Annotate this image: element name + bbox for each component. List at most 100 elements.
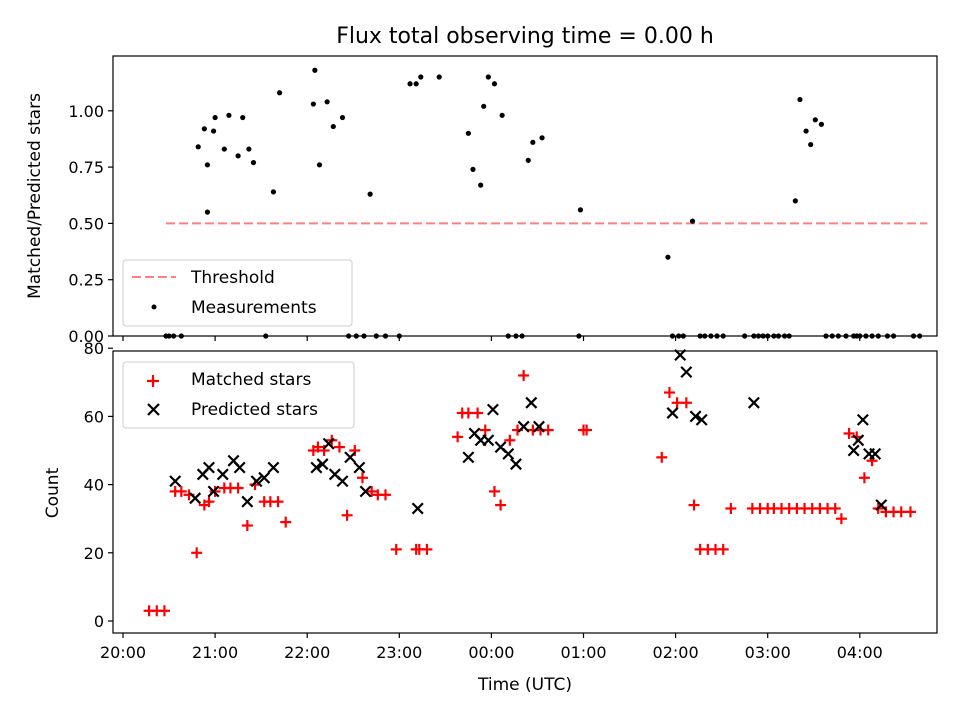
predicted-star-point	[695, 413, 708, 426]
measurement-point	[577, 207, 584, 213]
matched-star-point	[272, 496, 284, 508]
predicted-star-point	[525, 396, 538, 409]
bottom-xlabel: Time (UTC)	[477, 675, 572, 695]
bottom-panel: Count Time (UTC) 0 20 40 60 80 20:00 21:00 22:…	[43, 339, 938, 695]
predicted-star-point	[852, 434, 865, 447]
predicted-star-point	[250, 475, 263, 488]
predicted-star-point	[233, 461, 246, 474]
bottom-x-ticks: 20:00 21:00 22:00 23:00 00:00 01:00 02:00 03:00…	[100, 633, 883, 662]
measurement-point	[235, 153, 241, 159]
matched-star-point	[462, 407, 474, 419]
predicted-star-point	[322, 437, 335, 450]
top-legend: Threshold Measurements	[122, 259, 353, 327]
measurement-point	[312, 67, 318, 73]
bottom-x-tick-label: 23:00	[376, 643, 422, 662]
matched-legend-label: Matched stars	[191, 370, 311, 390]
top-ylabel: Matched/Predicted stars	[25, 93, 45, 299]
matched-star-point	[829, 502, 841, 514]
predicted-star-point	[680, 366, 693, 379]
predicted-star-point	[258, 471, 271, 484]
bottom-x-tick-label: 00:00	[468, 643, 514, 662]
bottom-y-tick-label: 60	[84, 407, 104, 426]
measurement-point	[270, 189, 277, 195]
matched-star-point	[203, 496, 215, 508]
predicted-star-point	[207, 485, 220, 498]
measurement-point	[491, 81, 498, 87]
measurement-point	[413, 81, 419, 87]
matched-star-point	[280, 516, 292, 528]
matched-star-point	[895, 506, 907, 518]
matched-star-point	[518, 369, 530, 381]
measurement-point	[481, 103, 487, 109]
measurement-point	[808, 141, 814, 148]
measurement-point	[367, 191, 373, 197]
top-title: Flux total observing time = 0.00 h	[336, 24, 714, 49]
predicted-star-point	[202, 461, 215, 474]
matched-star-point	[232, 482, 244, 494]
matched-star-point	[717, 543, 729, 555]
measurement-point	[407, 81, 413, 87]
measurement-point	[276, 90, 283, 96]
matched-star-point	[341, 509, 353, 521]
matched-star-point	[725, 502, 737, 514]
matched-star-point	[656, 451, 668, 463]
measurement-point	[465, 130, 471, 136]
top-panel: Flux total observing time = 0.00 h Match…	[25, 24, 938, 346]
predicted-star-point	[462, 451, 475, 464]
top-y-tick-label: 0.00	[68, 327, 104, 346]
matched-star-point	[904, 506, 916, 518]
bottom-plot-frame	[112, 350, 938, 634]
predicted-star-point	[169, 475, 182, 488]
measurement-point	[665, 254, 671, 260]
matched-star-point	[504, 434, 516, 446]
bottom-x-tick-label: 22:00	[284, 643, 330, 662]
measurement-point	[485, 74, 491, 80]
predicted-star-point	[310, 461, 323, 474]
measurement-point	[689, 218, 696, 224]
measurement-point	[436, 74, 442, 80]
bottom-y-tick-label: 0	[94, 612, 104, 631]
bottom-y-tick-label: 20	[84, 544, 104, 563]
matched-star-point	[241, 520, 253, 532]
predicted-star-point	[533, 420, 545, 433]
bottom-x-tick-label: 01:00	[560, 643, 606, 662]
predicted-star-point	[189, 492, 202, 505]
predicted-star-point	[486, 403, 499, 416]
measurement-point	[797, 96, 803, 103]
measurement-point	[204, 209, 211, 215]
predicted-star-point	[666, 407, 679, 419]
predicted-star-point	[344, 451, 357, 464]
measurement-point	[499, 112, 505, 118]
top-y-tick-label: 0.25	[68, 271, 104, 290]
predicted-star-point	[241, 495, 254, 508]
matched-star-point	[356, 472, 368, 484]
matched-star-point	[191, 547, 203, 559]
measurement-point	[210, 128, 217, 134]
bottom-x-tick-label: 21:00	[192, 643, 238, 662]
matched-star-point	[680, 397, 692, 409]
measurement-point	[240, 114, 246, 121]
measurement-point	[201, 126, 207, 132]
matched-star-point	[663, 387, 675, 399]
predicted-star-point	[267, 461, 280, 474]
measurement-point	[525, 157, 531, 163]
bottom-legend: Matched stars Predicted stars	[122, 361, 355, 429]
predicted-star-point	[359, 485, 372, 498]
matched-star-point	[421, 543, 433, 555]
top-plot-frame	[112, 55, 938, 337]
predicted-star-point	[482, 434, 495, 447]
matched-star-point	[379, 489, 391, 501]
top-y-ticks: 0.00 0.25 0.50 0.75 1.00	[68, 102, 113, 346]
matched-star-point	[452, 431, 464, 443]
measurements-legend-swatch	[151, 304, 157, 310]
bottom-legend-box	[122, 361, 355, 429]
matched-star-point	[175, 485, 187, 497]
matched-star-point	[333, 441, 345, 453]
matched-star-point	[312, 441, 324, 453]
matched-star-point	[472, 407, 484, 419]
bottom-ylabel: Count	[43, 467, 63, 518]
matched-legend-swatch	[147, 375, 159, 387]
matched-star-point	[835, 513, 847, 525]
measurement-point	[818, 121, 825, 127]
measurement-point	[250, 159, 257, 166]
